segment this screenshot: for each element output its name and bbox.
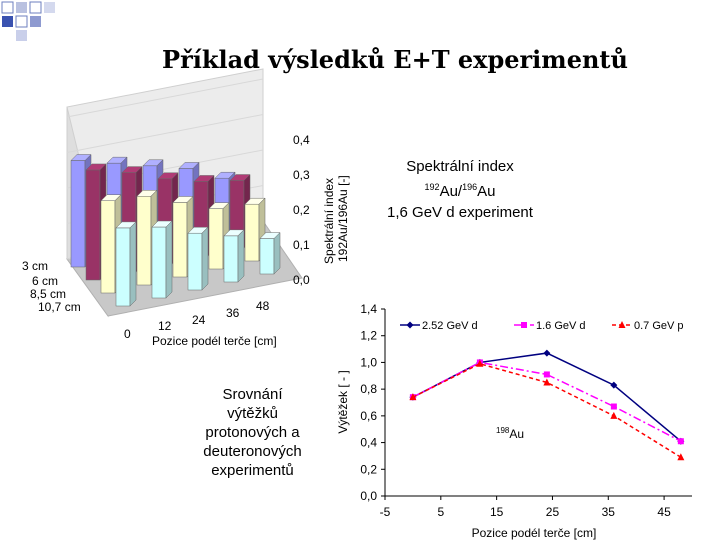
data-point-diamond [543,349,551,357]
y-tick-label: 1,4 [360,302,377,316]
annotation-sup: 198 [496,426,510,435]
data-point-square [543,371,550,378]
x-tick-label: 25 [546,505,560,519]
z-axis-title: Spektrální index [322,178,336,264]
bar3d-side [273,231,281,275]
x3d-axis-title: Pozice podél terče [cm] [152,334,277,348]
bar3d-side [165,220,173,299]
x-category-label: 48 [256,299,270,313]
comparison-line: protonových a [205,424,300,441]
spectral-caption-line2: 192Au/196Au [360,177,560,202]
deco-square [2,16,13,27]
data-point-square [610,403,617,410]
y-tick-label: 0,0 [360,489,377,503]
deco-square [44,2,55,13]
slide-title: Příklad výsledků E+T experimentů [162,45,628,74]
series-line [412,361,682,442]
deco-square [30,16,41,27]
data-point-triangle [618,321,626,328]
deco-square [15,15,28,28]
deco-square [29,1,42,14]
row-label: 6 cm [32,274,58,288]
x-tick-label: 35 [602,505,616,519]
z-tick-label: 0,4 [293,133,310,147]
spectral-caption-line1: Spektrální index [406,158,514,175]
comparison-line: experimentů [211,462,294,479]
x-axis-title: Pozice podél terče [cm] [472,526,597,540]
comparison-line: výtěžků [227,405,278,422]
comparison-caption: Srovnání výtěžků protonových a deuterono… [190,385,315,480]
bar3d-side [129,221,137,307]
chart3d-gridline [66,114,264,153]
spectral-index-caption: Spektrální index 192Au/196Au 1,6 GeV d e… [360,156,560,223]
x-tick-label: -5 [380,505,391,519]
deco-square [16,2,27,13]
y-tick-label: 0,6 [360,409,377,423]
corner-squares-decoration [1,1,55,41]
y-tick-label: 1,2 [360,329,377,343]
sup-196: 196 [462,182,478,192]
z-tick-label: 0,3 [293,168,310,182]
series-line [412,362,682,458]
x-category-label: 12 [158,319,172,333]
spectral-tail: Au [477,183,496,200]
legend-label: 0.7 GeV p [634,320,684,332]
data-point-triangle [677,453,685,461]
x-tick-label: 15 [490,505,504,519]
row-label: 10,7 cm [38,300,81,314]
series-line [412,352,682,442]
data-point-square [521,322,527,328]
x-category-label: 24 [192,313,206,327]
row-label: 3 cm [22,259,48,273]
y-tick-label: 1,0 [360,355,377,369]
bar3d-side [237,229,245,283]
bar3d-side [201,226,209,291]
y-axis-title: Výtěžek [ - ] [336,370,350,433]
comparison-line: Srovnání [222,386,283,403]
comparison-line: deuteronových [203,443,302,460]
z-axis-subtitle: 192Au/196Au [-] [336,175,350,262]
y-tick-label: 0,8 [360,382,377,396]
data-point-triangle [610,411,618,419]
chart-annotation: 198Au [496,426,524,441]
x-tick-label: 5 [437,505,444,519]
x-tick-label: 45 [657,505,671,519]
deco-square [16,30,27,41]
data-point-diamond [610,381,618,389]
annotation-main: Au [509,427,524,441]
row-label: 8,5 cm [30,287,66,301]
z-tick-label: 0,1 [293,238,310,252]
y-tick-label: 0,2 [360,462,377,476]
sup-192: 192 [424,182,440,192]
z-tick-label: 0,0 [293,273,310,287]
data-point-triangle [476,359,484,367]
data-point-diamond [406,321,414,329]
x-category-label: 36 [226,306,240,320]
deco-square [1,1,14,14]
z-tick-label: 0,2 [293,203,310,217]
spectral-mid: Au/ [439,183,463,200]
spectral-caption-line3: 1,6 GeV d experiment [387,204,533,221]
legend-label: 2.52 GeV d [422,320,478,332]
chart3d-gridline [66,78,264,118]
y-tick-label: 0,4 [360,436,377,450]
x-category-label: 0 [124,327,131,341]
data-point-square [677,438,684,445]
legend-label: 1.6 GeV d [536,320,586,332]
data-point-triangle [409,393,417,401]
data-point-triangle [543,378,551,386]
